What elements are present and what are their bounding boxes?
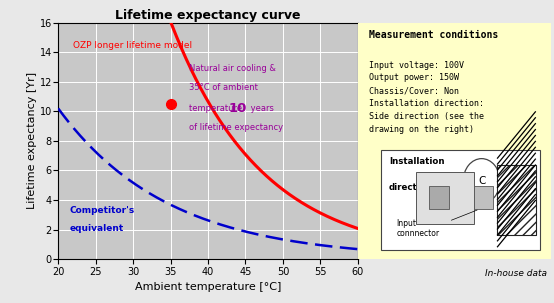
Text: of lifetime expectancy: of lifetime expectancy [189, 123, 284, 132]
Bar [429, 186, 449, 209]
Bar [474, 186, 493, 209]
Bar [416, 171, 474, 224]
Text: equivalent: equivalent [69, 224, 124, 233]
Text: temperature:: temperature: [189, 104, 248, 113]
X-axis label: Ambient temperature [°C]: Ambient temperature [°C] [135, 282, 281, 292]
Text: direction: direction [389, 183, 433, 192]
Text: 10: 10 [228, 102, 247, 115]
Bar [497, 165, 536, 235]
Text: OZP longer lifetime model: OZP longer lifetime model [73, 41, 192, 50]
FancyBboxPatch shape [381, 150, 540, 250]
Text: years: years [248, 104, 274, 113]
Y-axis label: Lifetime expectancy [Yr]: Lifetime expectancy [Yr] [27, 72, 37, 209]
Text: Measurement conditions: Measurement conditions [370, 30, 499, 40]
Text: 35°C of ambient: 35°C of ambient [189, 83, 258, 92]
Text: C: C [478, 176, 485, 186]
Text: Input
connnector: Input connnector [397, 219, 440, 238]
Text: Input voltage: 100V
Output power: 150W
Chassis/Cover: Non
Installation direction: Input voltage: 100V Output power: 150W C… [370, 61, 485, 134]
Title: Lifetime expectancy curve: Lifetime expectancy curve [115, 8, 301, 22]
Text: Competitor's: Competitor's [69, 206, 135, 215]
FancyBboxPatch shape [354, 18, 554, 264]
Bar [497, 165, 536, 235]
Bar [497, 165, 536, 235]
Bar [497, 165, 536, 235]
Text: In-house data: In-house data [485, 268, 547, 278]
Text: Natural air cooling &: Natural air cooling & [189, 64, 276, 73]
Text: Installation: Installation [389, 158, 444, 166]
